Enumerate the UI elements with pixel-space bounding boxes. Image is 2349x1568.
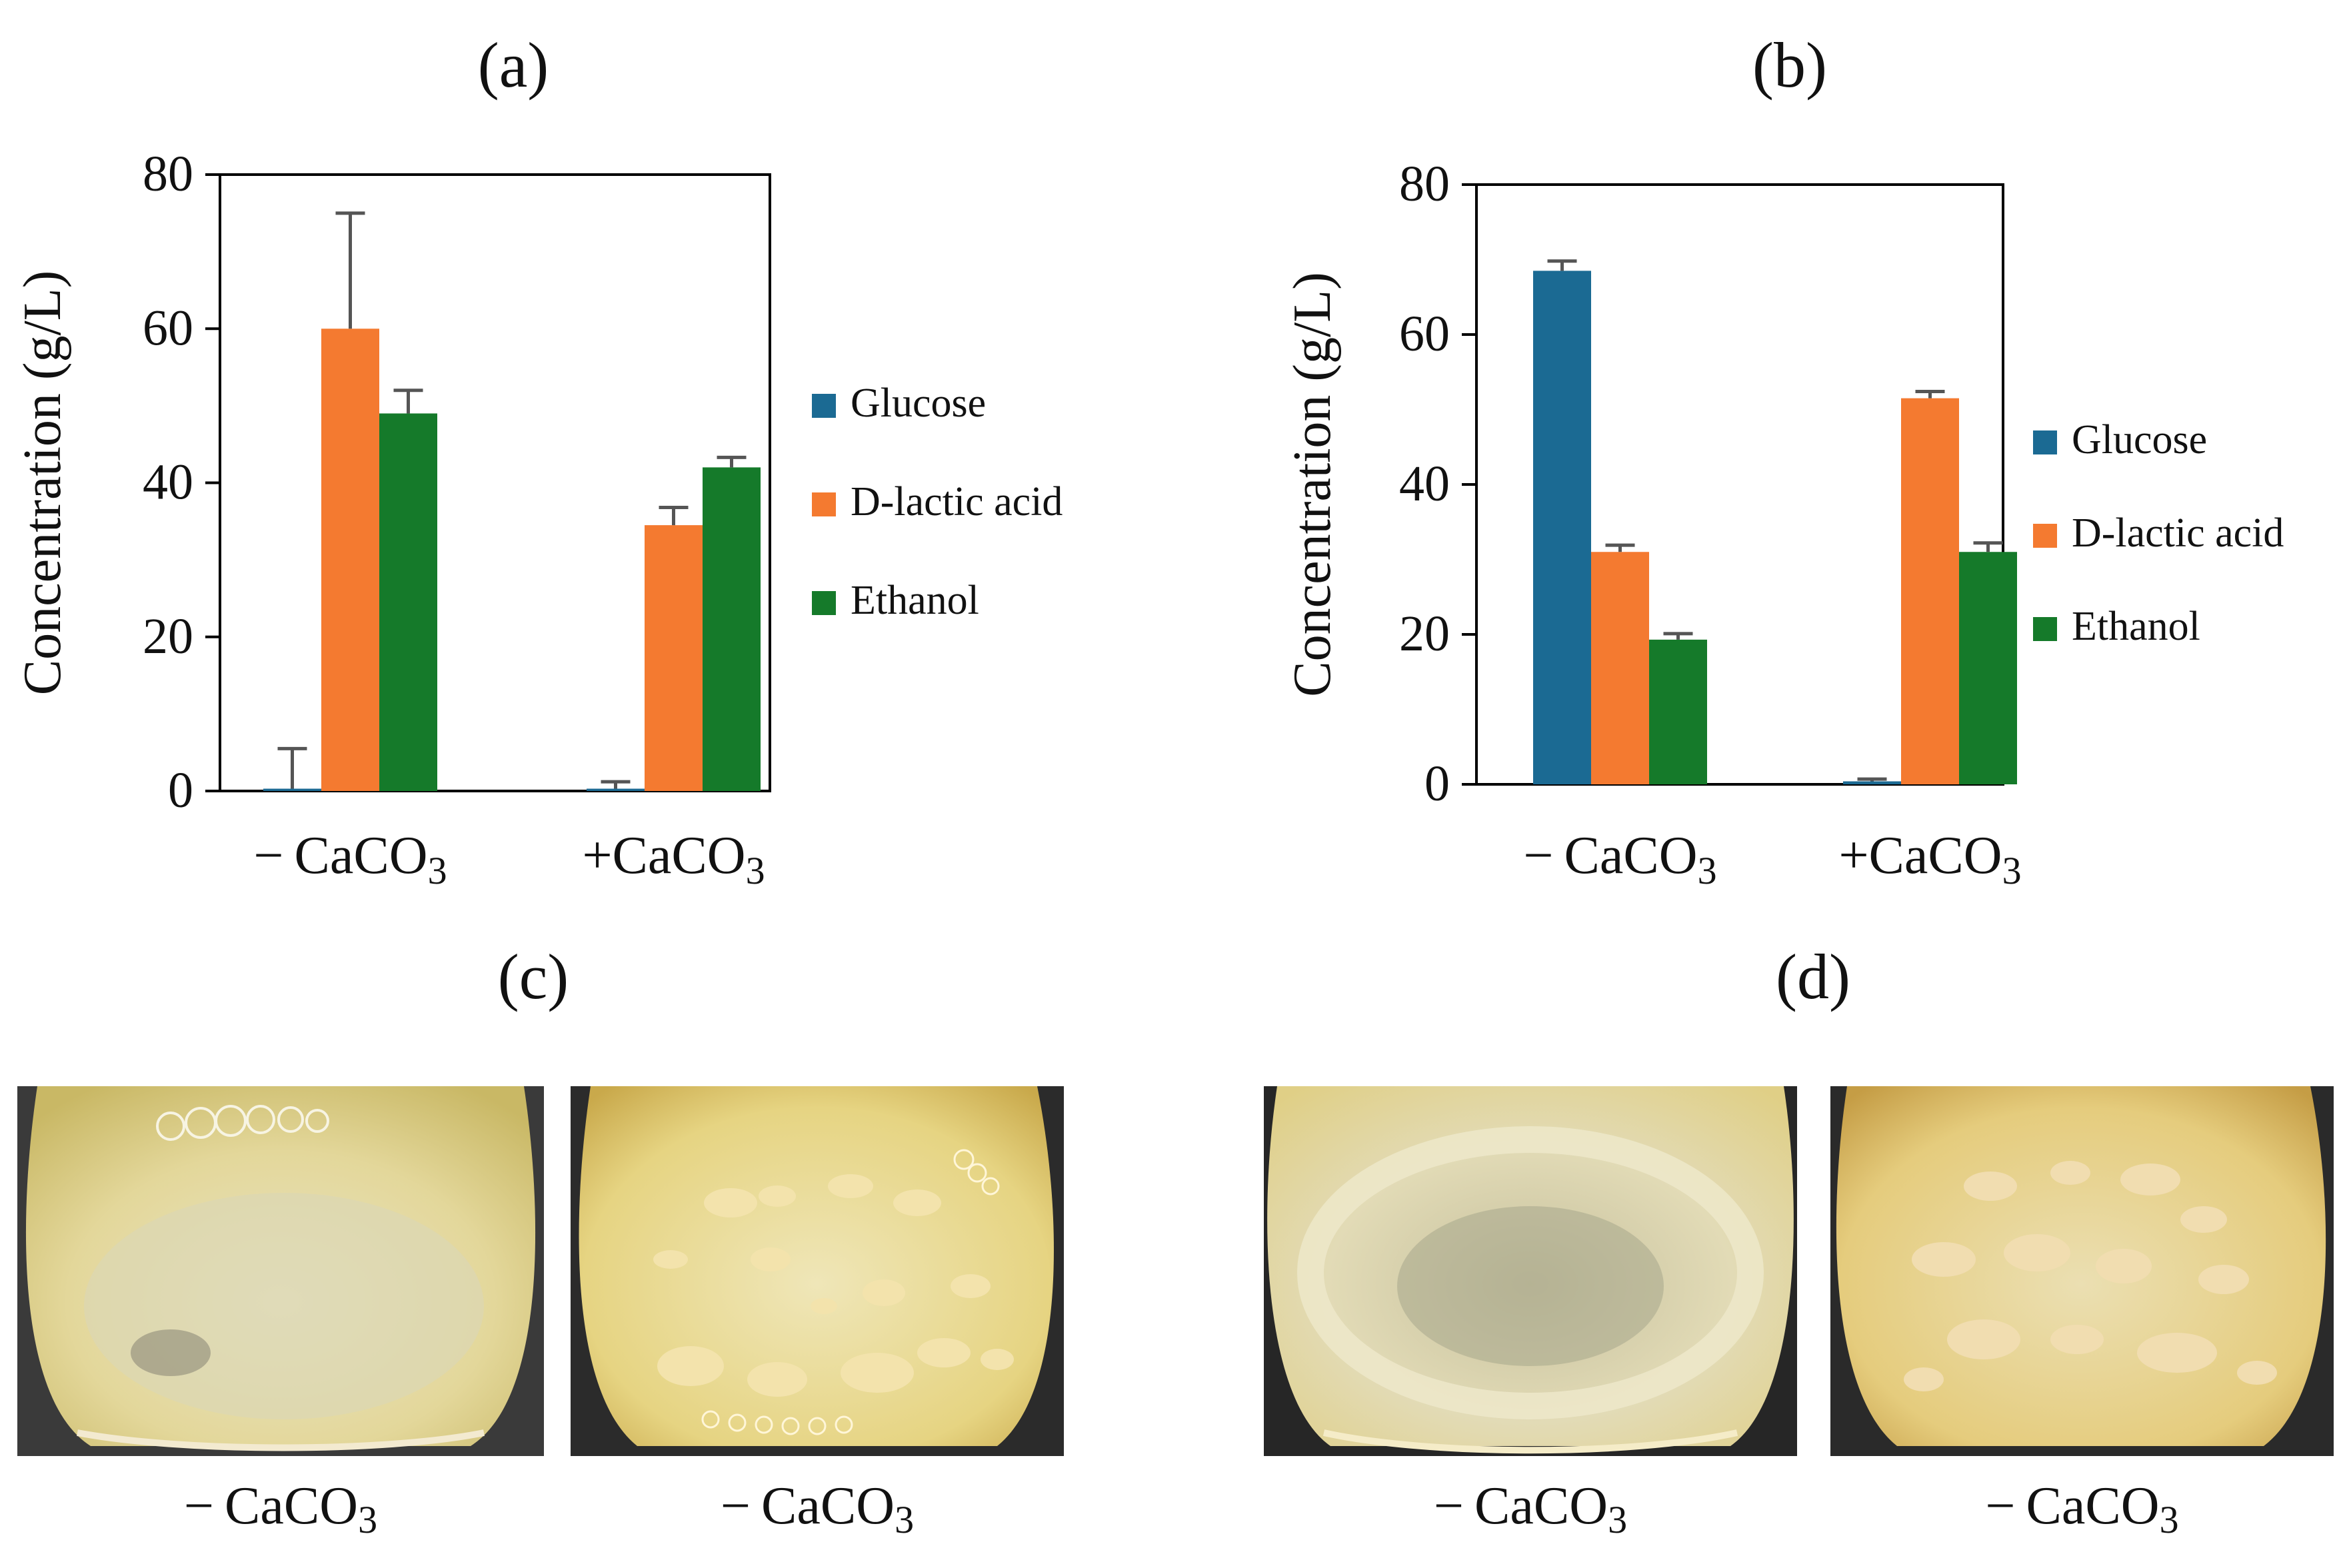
y-tick-label: 80 <box>1399 156 1450 212</box>
bar-ethanol-0 <box>1649 639 1707 784</box>
y-tick-label: 20 <box>143 608 193 664</box>
legend-label-lactic: D-lactic acid <box>851 479 1063 524</box>
y-tick-label: 60 <box>143 300 193 356</box>
x-tick-label: − CaCO3 <box>1523 826 1716 892</box>
caption-c1-sub: 3 <box>358 1498 378 1541</box>
caption-d1-text: − CaCO <box>1433 1477 1608 1535</box>
x-tick-label: − CaCO3 <box>253 826 447 892</box>
legend-label-lactic: D-lactic acid <box>2072 510 2284 556</box>
bar-ethanol-0 <box>379 413 437 791</box>
legend-swatch-ethanol <box>812 591 836 615</box>
photo-caption-d2: − CaCO3 <box>1830 1476 2334 1542</box>
caption-d2-sub: 3 <box>2159 1498 2179 1541</box>
caption-c2-text: − CaCO <box>720 1477 895 1535</box>
panel-label-d: (d) <box>1776 941 1850 1012</box>
photo-caption-c2: − CaCO3 <box>571 1476 1064 1542</box>
legend-swatch-ethanol <box>2033 617 2057 641</box>
x-tick-label: +CaCO3 <box>1838 826 2021 892</box>
y-tick-label: 0 <box>1424 756 1450 812</box>
caption-c1-text: − CaCO <box>183 1477 359 1535</box>
bar-lactic-1 <box>645 525 703 791</box>
legend-label-ethanol: Ethanol <box>2072 604 2200 649</box>
legend-label-glucose: Glucose <box>2072 417 2207 462</box>
y-tick-label: 40 <box>143 454 193 510</box>
bar-lactic-1 <box>1901 398 1959 784</box>
bar-ethanol-1 <box>703 467 761 791</box>
panel-label-c: (c) <box>497 941 569 1012</box>
panel-label-a: (a) <box>478 29 549 101</box>
x-tick-label: +CaCO3 <box>582 826 765 892</box>
legend-label-ethanol: Ethanol <box>851 578 979 623</box>
legend-swatch-glucose <box>812 394 836 418</box>
photo-caption-c1: − CaCO3 <box>17 1476 544 1542</box>
bar-glucose-0 <box>263 788 321 791</box>
legend-swatch-lactic <box>812 492 836 516</box>
y-axis-label: Concentration (g/L) <box>1283 272 1342 697</box>
bar-ethanol-1 <box>1959 552 2017 784</box>
y-tick-label: 60 <box>1399 306 1450 362</box>
photo-caption-d1: − CaCO3 <box>1264 1476 1797 1542</box>
legend-swatch-glucose <box>2033 430 2057 454</box>
chart-b: (b) 0 20 40 60 80 Concentration (g/L) − CaCO3 +C… <box>1283 29 2284 892</box>
y-tick-label: 80 <box>143 146 193 202</box>
y-tick-label: 20 <box>1399 606 1450 662</box>
caption-d1-sub: 3 <box>1608 1498 1628 1541</box>
bar-lactic-0 <box>1591 552 1649 784</box>
bar-lactic-0 <box>321 329 379 791</box>
flask-photo-c1 <box>17 1086 544 1456</box>
bar-glucose-1 <box>587 788 645 791</box>
y-axis-label: Concentration (g/L) <box>13 271 72 696</box>
flask-photo-d1 <box>1264 1086 1797 1456</box>
chart-a: (a) 0 20 40 60 80 Concentration (g/L) − CaCO3 +C… <box>13 29 1063 892</box>
panel-label-b: (b) <box>1752 29 1827 101</box>
caption-c2-sub: 3 <box>895 1498 915 1541</box>
flask-photo-c2 <box>571 1086 1064 1456</box>
legend-swatch-lactic <box>2033 524 2057 548</box>
bar-glucose-0 <box>1533 271 1591 784</box>
legend-label-glucose: Glucose <box>851 381 986 426</box>
bar-glucose-1 <box>1843 781 1901 784</box>
y-tick-label: 0 <box>168 762 193 818</box>
y-tick-label: 40 <box>1399 456 1450 512</box>
flask-photo-d2 <box>1830 1086 2334 1456</box>
caption-d2-text: − CaCO <box>1985 1477 2160 1535</box>
